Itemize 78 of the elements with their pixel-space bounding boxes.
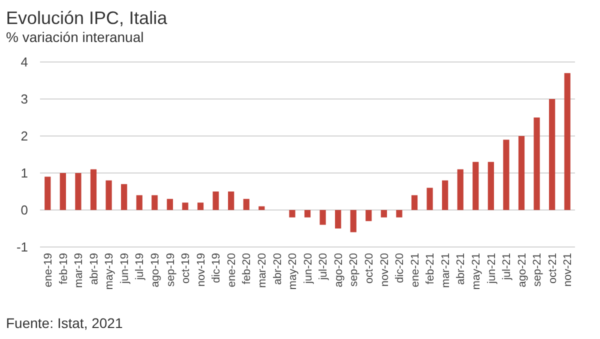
bar <box>166 198 173 210</box>
bar <box>426 188 433 210</box>
x-tick-label: jul-20 <box>318 253 330 281</box>
y-tick-label: 2 <box>20 128 28 144</box>
bar <box>380 210 387 218</box>
x-tick-label: may-19 <box>104 253 116 290</box>
y-tick-label: -1 <box>16 240 28 255</box>
x-tick-label: abr-21 <box>455 253 468 285</box>
x-tick-label: sep-19 <box>164 253 177 287</box>
bar <box>549 99 556 210</box>
chart-title: Evolución IPC, Italia <box>6 8 168 28</box>
bar <box>366 210 372 222</box>
bar <box>335 210 342 228</box>
x-tick-label: ene-20 <box>226 253 238 288</box>
x-tick-label: sep-21 <box>532 253 544 287</box>
y-tick-label: 1 <box>20 166 28 181</box>
x-tick-label: oct-19 <box>180 253 192 284</box>
x-tick-label: oct-21 <box>546 253 559 284</box>
bar <box>75 173 82 210</box>
bar <box>106 180 112 210</box>
x-tick-label: nov-21 <box>562 253 574 287</box>
bar <box>457 169 464 210</box>
bar <box>304 210 311 218</box>
x-tick-label: mar-19 <box>73 253 86 288</box>
x-tick-label: ago-19 <box>149 253 162 288</box>
x-tick-label: nov-20 <box>378 253 391 287</box>
x-tick-label: jun-21 <box>486 253 498 285</box>
x-tick-label: feb-19 <box>58 253 70 284</box>
bar <box>350 210 356 232</box>
bar <box>564 73 570 210</box>
y-tick-label: 3 <box>20 92 28 107</box>
bar <box>60 173 66 210</box>
bar <box>90 169 97 210</box>
bar <box>488 162 494 210</box>
chart-subtitle: % variación interanual <box>6 29 144 45</box>
source-note: Fuente: Istat, 2021 <box>6 315 123 331</box>
x-tick-label: ago-20 <box>332 253 345 288</box>
bar <box>258 206 265 210</box>
x-tick-label: jul-21 <box>501 253 514 281</box>
x-tick-label: may-21 <box>470 253 482 290</box>
x-tick-label: sep-20 <box>348 253 360 287</box>
x-tick-label: may-20 <box>287 253 300 290</box>
bar <box>136 195 142 210</box>
bar <box>212 192 219 210</box>
bar <box>518 136 525 210</box>
bar <box>442 180 448 210</box>
bar <box>289 210 296 218</box>
bar <box>411 195 418 210</box>
bar <box>152 195 158 210</box>
x-tick-label: jul-19 <box>134 253 146 281</box>
bar <box>534 118 540 210</box>
y-tick-label: 4 <box>20 54 28 70</box>
x-tick-label: jun-19 <box>118 253 131 285</box>
bar <box>197 202 204 210</box>
bar <box>320 210 326 225</box>
x-tick-label: ago-21 <box>516 253 528 288</box>
x-tick-label: ene-19 <box>42 253 54 288</box>
x-tick-label: nov-19 <box>195 253 208 287</box>
x-tick-label: abr-19 <box>88 253 100 285</box>
x-tick-label: feb-20 <box>241 253 254 284</box>
x-tick-label: mar-21 <box>440 253 452 288</box>
bar <box>44 176 51 210</box>
x-tick-label: oct-20 <box>363 253 376 284</box>
x-tick-label: feb-21 <box>424 253 437 284</box>
bar <box>182 202 188 210</box>
x-tick-label: ene-21 <box>409 253 422 288</box>
bar <box>121 184 128 210</box>
y-tick-label: 0 <box>20 202 28 218</box>
x-tick-label: dic-20 <box>394 253 406 283</box>
bar <box>228 192 234 210</box>
bar <box>503 140 510 210</box>
bar <box>472 162 479 210</box>
bar <box>396 210 402 218</box>
x-tick-label: mar-20 <box>256 253 268 288</box>
x-tick-label: dic-19 <box>210 253 223 283</box>
bar <box>243 198 250 210</box>
x-tick-label: jun-20 <box>302 253 314 285</box>
x-tick-label: abr-20 <box>272 253 284 285</box>
